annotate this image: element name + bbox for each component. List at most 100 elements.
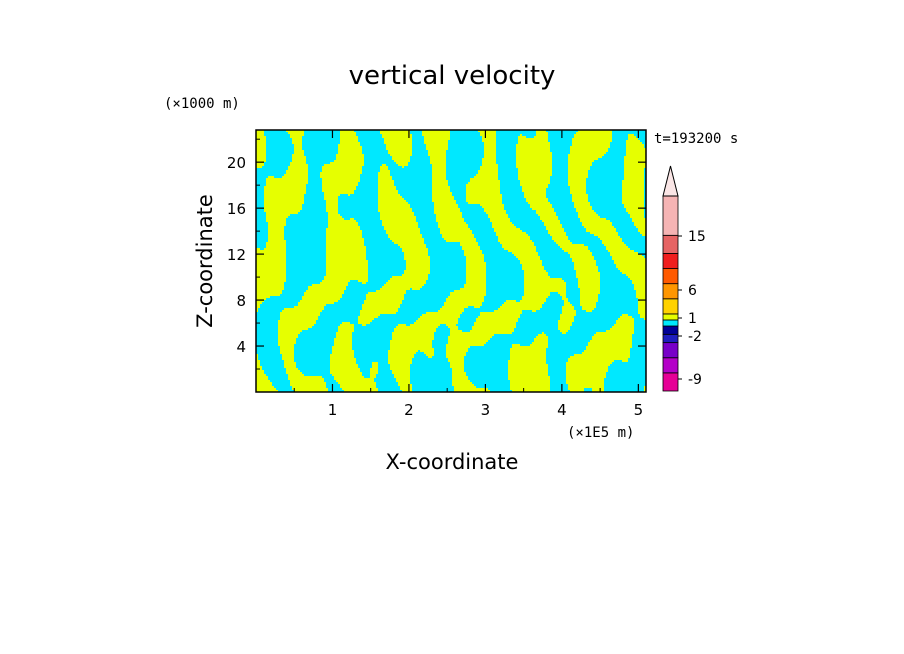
field-region: [568, 174, 588, 176]
field-region: [466, 278, 486, 280]
field-region: [480, 312, 522, 314]
field-region: [330, 364, 358, 366]
field-region: [268, 228, 284, 230]
field-region: [422, 134, 450, 136]
colorbar-band: [662, 325, 679, 335]
field-region: [518, 174, 552, 176]
field-region: [628, 134, 634, 136]
y-tick-label: 12: [227, 246, 246, 264]
field-region: [388, 354, 414, 356]
field-region: [434, 208, 460, 210]
field-region: [278, 326, 312, 328]
colorbar-label: -2: [688, 329, 702, 345]
field-region: [340, 140, 358, 142]
field-region: [568, 168, 590, 170]
field-region: [386, 232, 420, 234]
field-region: [334, 342, 352, 344]
field-region: [448, 338, 490, 340]
field-region: [264, 204, 302, 206]
field-region: [256, 148, 266, 150]
field-region: [256, 296, 270, 298]
field-region: [256, 258, 286, 260]
field-region: [516, 162, 552, 164]
field-region: [524, 282, 566, 284]
field-region: [444, 302, 482, 304]
field-region: [328, 216, 342, 218]
field-region: [328, 212, 338, 214]
field-region: [466, 194, 502, 196]
field-region: [336, 380, 374, 382]
field-region: [256, 364, 260, 366]
field-region: [582, 308, 594, 310]
field-region: [574, 268, 598, 270]
field-region: [446, 348, 468, 350]
field-region: [622, 196, 644, 198]
field-region: [474, 324, 516, 326]
field-region: [450, 294, 486, 296]
field-region: [336, 156, 364, 158]
field-region: [564, 302, 570, 304]
field-region: [450, 292, 486, 294]
colorbar-band: [662, 253, 679, 269]
field-region: [574, 134, 612, 136]
field-region: [518, 172, 552, 174]
field-region: [508, 370, 548, 372]
field-region: [452, 372, 466, 374]
field-region: [256, 294, 280, 296]
field-region: [568, 176, 588, 178]
field-region: [530, 204, 552, 206]
y-tick-label: 20: [227, 154, 246, 172]
field-region: [432, 180, 448, 182]
field-region: [338, 328, 354, 330]
colorbar-band: [662, 268, 679, 285]
field-region: [288, 378, 324, 380]
field-region: [580, 288, 600, 290]
field-region: [554, 240, 570, 242]
field-region: [546, 226, 562, 228]
field-region: [582, 306, 596, 308]
field-region: [482, 138, 496, 140]
field-region: [568, 358, 628, 360]
colorbar-label: -9: [688, 372, 702, 388]
field-region: [568, 386, 604, 388]
field-region: [480, 166, 498, 168]
field-region: [632, 282, 646, 284]
colorbar-label: 1: [688, 311, 697, 327]
field-region: [264, 188, 306, 190]
field-region: [432, 184, 448, 186]
field-region: [530, 206, 552, 208]
field-region: [578, 214, 598, 216]
field-region: [378, 182, 394, 184]
field-region: [268, 232, 284, 234]
field-region: [392, 156, 410, 158]
chart-title: vertical velocity: [349, 61, 556, 91]
field-region: [328, 214, 340, 216]
field-region: [568, 182, 586, 184]
x-tick-label: 3: [481, 401, 491, 419]
field-region: [340, 130, 354, 132]
field-region: [406, 264, 430, 266]
field-region: [482, 140, 496, 142]
field-region: [426, 312, 462, 314]
field-region: [568, 184, 586, 186]
field-region: [508, 368, 548, 370]
field-region: [466, 270, 486, 272]
field-region: [278, 340, 296, 342]
field-region: [432, 192, 452, 194]
field-region: [516, 154, 552, 156]
field-region: [256, 262, 286, 264]
field-region: [380, 170, 390, 172]
field-region: [572, 138, 612, 140]
field-region: [436, 214, 462, 216]
field-region: [330, 366, 358, 368]
field-region: [474, 306, 480, 308]
field-region: [524, 274, 548, 276]
field-region: [520, 262, 542, 264]
field-region: [564, 304, 572, 306]
field-region: [624, 156, 646, 158]
field-region: [380, 218, 416, 220]
field-region: [438, 224, 468, 226]
field-region: [510, 384, 550, 386]
field-region: [508, 378, 550, 380]
field-region: [390, 154, 412, 156]
